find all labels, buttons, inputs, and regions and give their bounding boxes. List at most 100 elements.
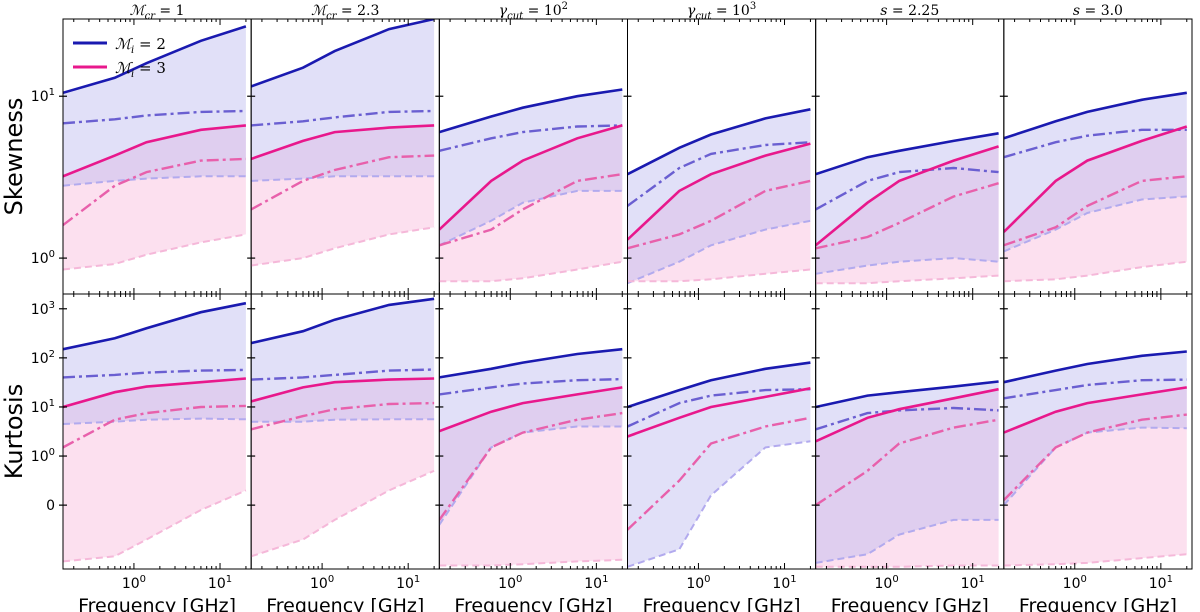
line-upper-M_i=2: [815, 132, 999, 176]
x-tick-label: 100: [686, 574, 710, 592]
row-title-skewness: Skewness: [0, 98, 28, 216]
line-median-M_i=3: [815, 418, 999, 507]
line-lower-M_i=2: [439, 189, 623, 247]
band-M_i=3: [1003, 387, 1187, 566]
line-lower-M_i=3: [1003, 260, 1187, 283]
line-upper-M_i=2: [251, 19, 435, 88]
x-ticks: [261, 19, 435, 294]
band-M_i=2: [63, 26, 246, 186]
x-ticks: [637, 294, 811, 569]
band-M_i=2: [439, 349, 623, 525]
panel-r1-c1: 100 101 Frequency [GHz]: [247, 293, 440, 612]
line-lower-M_i=3: [439, 558, 623, 567]
y-tick-label: 100: [31, 447, 55, 465]
band-M_i=3: [251, 378, 435, 557]
band-M_i=2: [1003, 92, 1187, 252]
x-tick-label: 100: [122, 574, 146, 592]
line-upper-M_i=2: [1003, 91, 1187, 140]
panel-r1-c0: 0 100 101 102 103 100 101 Frequency [GHz]: [31, 293, 252, 612]
line-upper-M_i=3: [815, 387, 999, 443]
line-upper-M_i=3: [251, 377, 435, 403]
line-lower-M_i=2: [251, 418, 435, 423]
line-median-M_i=3: [627, 416, 811, 531]
x-tick-label: 100: [310, 574, 334, 592]
line-upper-M_i=2: [1003, 350, 1187, 384]
band-M_i=2: [627, 109, 811, 284]
x-tick-label: 101: [396, 574, 420, 592]
line-upper-M_i=3: [1003, 125, 1188, 233]
panel-r1-c2: 100 101 Frequency [GHz]: [435, 293, 629, 612]
line-median-M_i=3: [439, 173, 623, 247]
line-lower-M_i=3: [627, 268, 811, 283]
band-M_i=3: [251, 125, 435, 266]
legend-entry: ℳi = 2: [115, 35, 166, 56]
line-upper-M_i=3: [439, 124, 623, 231]
panel-r0-c5: s = 3.0: [999, 3, 1193, 295]
x-tick-label: 101: [961, 574, 985, 592]
line-upper-M_i=3: [815, 145, 999, 247]
line-lower-M_i=3: [1003, 553, 1187, 567]
x-tick-label: 101: [208, 574, 232, 592]
band-M_i=2: [627, 362, 811, 567]
line-median-M_i=2: [63, 368, 246, 379]
line-lower-M_i=3: [251, 226, 435, 267]
line-lower-M_i=3: [439, 260, 623, 283]
line-lower-M_i=2: [815, 518, 999, 564]
band-M_i=2: [251, 19, 435, 181]
x-axis-title: Frequency [GHz]: [78, 595, 236, 612]
x-ticks: [73, 294, 247, 569]
line-median-M_i=3: [815, 182, 999, 250]
band-M_i=3: [815, 389, 999, 567]
line-median-M_i=2: [627, 141, 811, 207]
line-upper-M_i=3: [63, 124, 247, 178]
line-upper-M_i=2: [63, 301, 247, 351]
band-M_i=3: [439, 387, 623, 566]
panel-r1-c3: 100 101 Frequency [GHz]: [623, 293, 817, 612]
line-upper-M_i=3: [251, 124, 435, 161]
panel-r1-c5: 100 101 Frequency [GHz]: [999, 293, 1193, 612]
line-lower-M_i=2: [63, 417, 246, 425]
line-median-M_i=2: [815, 166, 999, 211]
line-median-M_i=2: [1003, 378, 1187, 400]
column-title: s = 3.0: [1073, 3, 1123, 19]
band-M_i=2: [251, 298, 435, 422]
x-axis-title: Frequency [GHz]: [266, 595, 424, 612]
column-title: γcut = 102: [499, 1, 568, 22]
x-ticks: [825, 294, 1000, 569]
panel-r0-c4: s = 2.25: [811, 3, 1005, 295]
row-titles: Skewness Kurtosis: [0, 98, 28, 480]
line-median-M_i=2: [251, 368, 435, 381]
line-upper-M_i=2: [63, 25, 247, 95]
line-upper-M_i=2: [627, 361, 811, 409]
row-title-kurtosis: Kurtosis: [0, 384, 28, 479]
line-upper-M_i=2: [439, 347, 623, 379]
panel-r0-c2: γcut = 102: [435, 1, 629, 295]
x-ticks: [449, 294, 623, 569]
y-tick-label: 100: [31, 249, 55, 267]
line-median-M_i=3: [251, 154, 435, 211]
line-median-M_i=2: [1003, 128, 1187, 159]
column-title: ℳcr = 1: [130, 3, 185, 22]
line-median-M_i=3: [439, 411, 623, 521]
line-median-M_i=3: [627, 179, 811, 250]
line-lower-M_i=2: [627, 440, 811, 568]
line-upper-M_i=3: [439, 386, 623, 433]
x-tick-label: 101: [1149, 574, 1173, 592]
x-tick-label: 101: [772, 574, 796, 592]
line-upper-M_i=3: [627, 142, 811, 241]
line-median-M_i=2: [439, 124, 623, 152]
line-median-M_i=3: [63, 157, 246, 227]
line-lower-M_i=2: [251, 175, 435, 182]
band-M_i=3: [815, 146, 999, 284]
line-median-M_i=2: [251, 109, 435, 127]
x-tick-label: 100: [498, 574, 522, 592]
line-lower-M_i=3: [63, 233, 247, 271]
line-lower-M_i=2: [1003, 195, 1187, 253]
y-tick-label: 101: [31, 87, 55, 105]
line-median-M_i=3: [1003, 175, 1187, 247]
line-lower-M_i=3: [63, 489, 247, 563]
band-M_i=3: [627, 143, 811, 282]
x-axis-title: Frequency [GHz]: [643, 595, 801, 612]
band-M_i=3: [1003, 126, 1187, 282]
line-upper-M_i=3: [63, 377, 247, 409]
